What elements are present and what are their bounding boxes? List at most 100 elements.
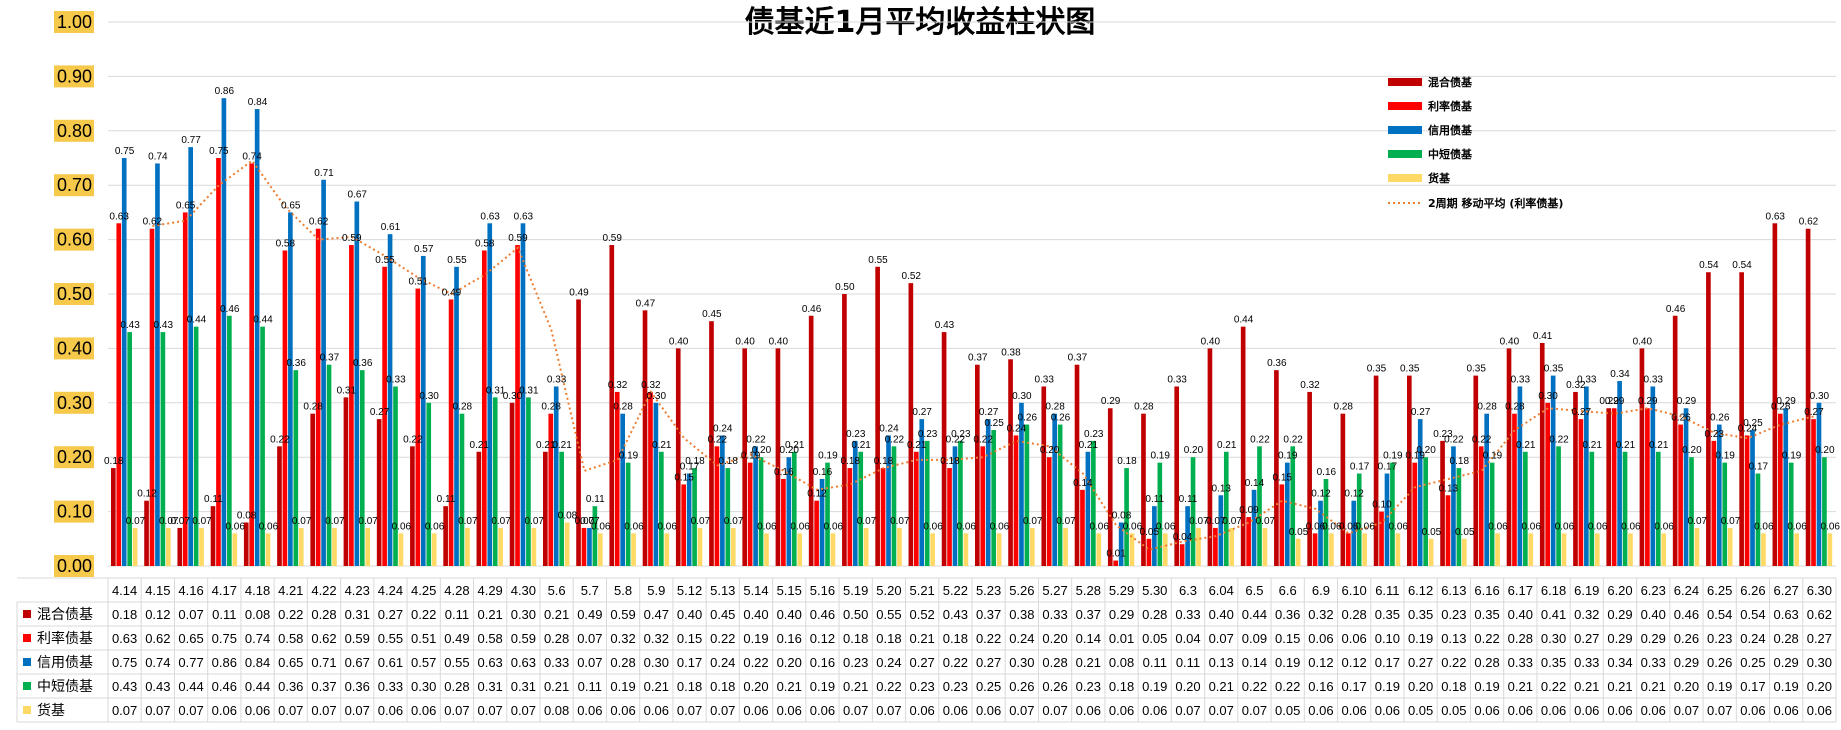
data-label: 0.71 <box>314 168 334 179</box>
bar <box>742 348 748 566</box>
data-label: 0.59 <box>342 233 362 244</box>
bar <box>260 326 265 566</box>
table-cell: 0.07 <box>145 703 170 718</box>
data-label: 0.55 <box>375 255 395 266</box>
bar <box>1323 478 1329 566</box>
table-cell: 0.29 <box>1109 607 1134 622</box>
y-tick-label: 0.60 <box>57 230 92 250</box>
table-cell: 0.19 <box>1707 679 1732 694</box>
table-cell: 0.28 <box>1508 631 1533 646</box>
bar <box>155 163 160 566</box>
bar <box>1390 462 1395 566</box>
table-cell: 0.27 <box>976 655 1001 670</box>
category-label: 4.23 <box>345 583 370 598</box>
category-label: 6.19 <box>1574 583 1599 598</box>
data-label: 0.08 <box>237 510 257 521</box>
bar <box>1152 506 1157 566</box>
bar <box>465 527 470 566</box>
data-label: 0.59 <box>602 233 622 244</box>
data-label: 0.08 <box>1112 510 1132 521</box>
bar <box>520 223 526 566</box>
bar <box>1030 527 1035 566</box>
table-cell: 0.19 <box>1408 631 1433 646</box>
y-tick-highlight <box>54 65 94 88</box>
bar <box>1013 435 1019 566</box>
table-cell: 0.24 <box>1740 631 1765 646</box>
bar <box>1185 506 1190 566</box>
data-label: 0.44 <box>187 315 207 326</box>
legend-swatch <box>1388 126 1422 134</box>
category-label: 5.27 <box>1042 583 1067 598</box>
data-label: 0.36 <box>353 358 373 369</box>
data-label: 0.23 <box>1705 429 1725 440</box>
bar <box>1645 408 1650 566</box>
data-table: 4.14 4.15 4.16 4.17 4.18 4.21 4.22 4.23 4.24 4.25… <box>16 577 1837 723</box>
category-label: 5.26 <box>1009 583 1034 598</box>
bar <box>110 468 116 566</box>
bar <box>1584 386 1589 566</box>
table-cell: 0.33 <box>1508 655 1533 670</box>
table-cell: 0.37 <box>976 607 1001 622</box>
category-label: 6.30 <box>1807 583 1832 598</box>
data-label: 0.65 <box>281 200 301 211</box>
bar <box>1274 370 1279 566</box>
data-label: 0.46 <box>802 304 822 315</box>
bar <box>675 348 681 566</box>
category-label: 5.8 <box>614 583 632 598</box>
bar <box>1755 473 1761 566</box>
data-label: 0.18 <box>1117 456 1137 467</box>
data-label: 0.06 <box>1521 521 1541 532</box>
category-label: 6.16 <box>1474 583 1499 598</box>
table-cell: 0.63 <box>477 655 502 670</box>
table-cell: 0.62 <box>311 631 336 646</box>
bar <box>1561 533 1567 566</box>
table-cell: 0.15 <box>1275 631 1300 646</box>
table-cell: 0.35 <box>1474 607 1499 622</box>
table-cell: 0.11 <box>445 607 469 622</box>
table-cell: 0.23 <box>843 655 868 670</box>
bar <box>598 533 603 566</box>
bar <box>1290 446 1296 566</box>
data-label: 0.07 <box>491 516 511 527</box>
table-cell: 0.28 <box>1474 655 1499 670</box>
data-label: 0.36 <box>286 358 306 369</box>
bar <box>1528 533 1534 566</box>
data-label: 0.07 <box>525 516 545 527</box>
table-cell: 0.10 <box>1375 631 1400 646</box>
table-cell: 0.71 <box>311 655 336 670</box>
bar <box>282 250 288 567</box>
bar <box>1096 533 1102 566</box>
data-label: 0.06 <box>259 521 279 532</box>
table-cell: 0.06 <box>976 703 1001 718</box>
bar <box>1761 533 1766 566</box>
data-label: 0.40 <box>735 336 755 347</box>
table-cell: 0.06 <box>577 703 602 718</box>
table-cell: 0.40 <box>1508 607 1533 622</box>
table-cell: 0.08 <box>544 703 569 718</box>
data-label: 0.20 <box>1682 445 1702 456</box>
bar <box>725 468 731 566</box>
table-cell: 0.07 <box>1009 703 1034 718</box>
category-label: 4.28 <box>444 583 469 598</box>
table-cell: 0.44 <box>245 679 270 694</box>
table-cell: 0.21 <box>1574 679 1599 694</box>
legend-label: 货基 <box>1427 171 1451 185</box>
bar <box>254 109 260 566</box>
bar <box>1628 533 1633 566</box>
table-cell: 0.46 <box>1674 607 1699 622</box>
bar <box>298 527 304 566</box>
data-label: 0.07 <box>170 516 190 527</box>
bar <box>376 419 382 566</box>
table-cell: 0.65 <box>278 655 303 670</box>
bar <box>692 468 697 566</box>
data-label: 0.65 <box>176 200 196 211</box>
data-label: 0.07 <box>1056 516 1076 527</box>
data-label: 0.22 <box>270 434 290 445</box>
table-cell: 0.05 <box>1275 703 1300 718</box>
bar <box>1373 375 1379 566</box>
data-label: 0.22 <box>708 434 728 445</box>
category-label: 6.17 <box>1508 583 1533 598</box>
table-cell: 0.28 <box>311 607 336 622</box>
data-label: 0.21 <box>907 440 927 451</box>
data-label: 0.10 <box>1372 500 1392 511</box>
